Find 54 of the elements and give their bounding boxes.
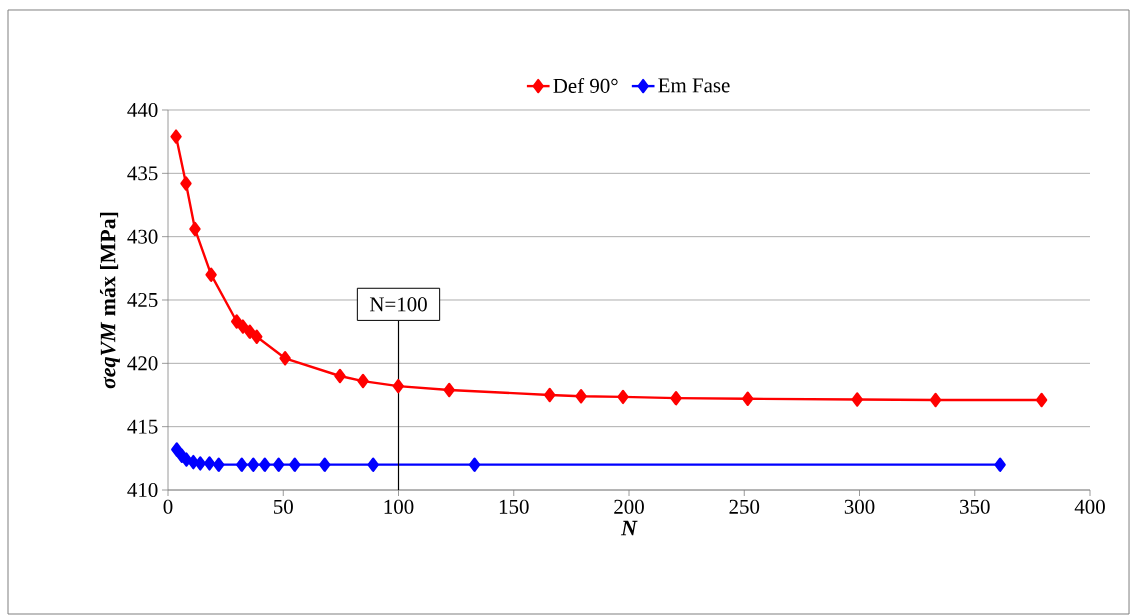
point — [742, 391, 754, 406]
x-tick-label: 0 — [163, 499, 173, 514]
point — [244, 324, 256, 339]
x-tick-label: 100 — [384, 499, 414, 514]
point — [205, 267, 217, 282]
point — [180, 176, 192, 191]
point — [247, 457, 259, 472]
point — [367, 457, 379, 472]
point — [319, 457, 331, 472]
ref-line-label: N=100 — [369, 297, 427, 312]
y-axis-title: σeqVM máx [MPa] — [99, 212, 120, 389]
point — [575, 389, 587, 404]
point — [670, 390, 682, 406]
x-tick-label: 200 — [614, 499, 644, 514]
point — [279, 351, 291, 366]
y-tick-label: 415 — [127, 419, 158, 434]
x-tick-label: 350 — [960, 499, 990, 514]
point — [1035, 392, 1048, 408]
point — [251, 329, 263, 344]
x-tick-label: 400 — [1074, 499, 1105, 514]
point — [230, 314, 243, 329]
x-tick-label: 50 — [274, 499, 293, 514]
y-tick-label: 435 — [127, 166, 158, 181]
y-tick-label: 420 — [127, 356, 158, 371]
legend-label: Def 90° — [553, 77, 618, 93]
point — [443, 382, 455, 398]
point — [213, 457, 225, 472]
y-tick-label: 430 — [127, 229, 158, 244]
x-tick-label: 250 — [729, 499, 760, 514]
point — [929, 392, 942, 408]
y-tick-label: 440 — [127, 102, 158, 118]
x-tick-label: 150 — [499, 499, 529, 514]
point — [236, 457, 248, 472]
point — [357, 373, 369, 389]
point — [170, 129, 182, 144]
point — [392, 378, 404, 394]
point — [203, 456, 216, 471]
point — [289, 457, 301, 472]
point — [259, 457, 271, 472]
y-tick-label: 425 — [127, 292, 158, 308]
point — [544, 387, 556, 403]
point — [272, 457, 285, 472]
point — [189, 221, 201, 237]
point — [851, 392, 863, 407]
point — [994, 457, 1006, 472]
y-tick-label: 410 — [127, 482, 158, 498]
legend-label: Em Fase — [658, 78, 730, 93]
point — [237, 319, 249, 334]
point — [334, 368, 346, 384]
point — [194, 456, 206, 471]
point — [468, 457, 481, 472]
x-axis-title: N — [620, 520, 638, 536]
x-tick-label: 300 — [844, 499, 875, 514]
point — [617, 389, 629, 405]
